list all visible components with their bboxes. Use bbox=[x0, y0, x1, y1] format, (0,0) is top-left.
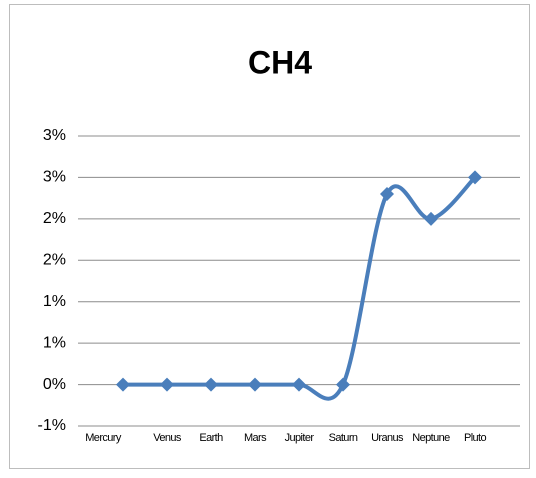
marker bbox=[468, 170, 482, 185]
marker bbox=[116, 377, 130, 392]
marker bbox=[380, 187, 394, 201]
y-tick-label: 0% bbox=[43, 376, 66, 393]
marker bbox=[160, 377, 174, 392]
marker bbox=[292, 377, 306, 392]
marker bbox=[248, 377, 262, 392]
y-tick-label: 1% bbox=[43, 293, 66, 310]
x-tick-label: Mercury bbox=[85, 432, 122, 444]
x-tick-label: Pluto bbox=[464, 432, 487, 444]
chart-title: CH4 bbox=[248, 44, 312, 80]
y-tick-label: -1% bbox=[38, 417, 66, 434]
x-tick-label: Venus bbox=[153, 432, 182, 444]
marker bbox=[336, 377, 350, 392]
chart-border bbox=[9, 4, 530, 469]
marker bbox=[424, 211, 438, 226]
x-tick-label: Earth bbox=[199, 432, 223, 444]
y-tick-label: 3% bbox=[43, 127, 66, 144]
marker bbox=[204, 377, 218, 392]
x-tick-label: Neptune bbox=[412, 432, 450, 444]
y-tick-label: 2% bbox=[43, 210, 66, 227]
x-tick-label: Mars bbox=[244, 432, 267, 444]
line bbox=[123, 175, 477, 401]
x-tick-label: Jupiter bbox=[285, 432, 315, 444]
y-tick-label: 1% bbox=[43, 334, 66, 351]
x-tick-label: Saturn bbox=[329, 432, 358, 444]
y-tick-label: 3% bbox=[43, 169, 66, 186]
y-tick-label: 2% bbox=[43, 252, 66, 269]
x-tick-label: Uranus bbox=[371, 432, 404, 444]
